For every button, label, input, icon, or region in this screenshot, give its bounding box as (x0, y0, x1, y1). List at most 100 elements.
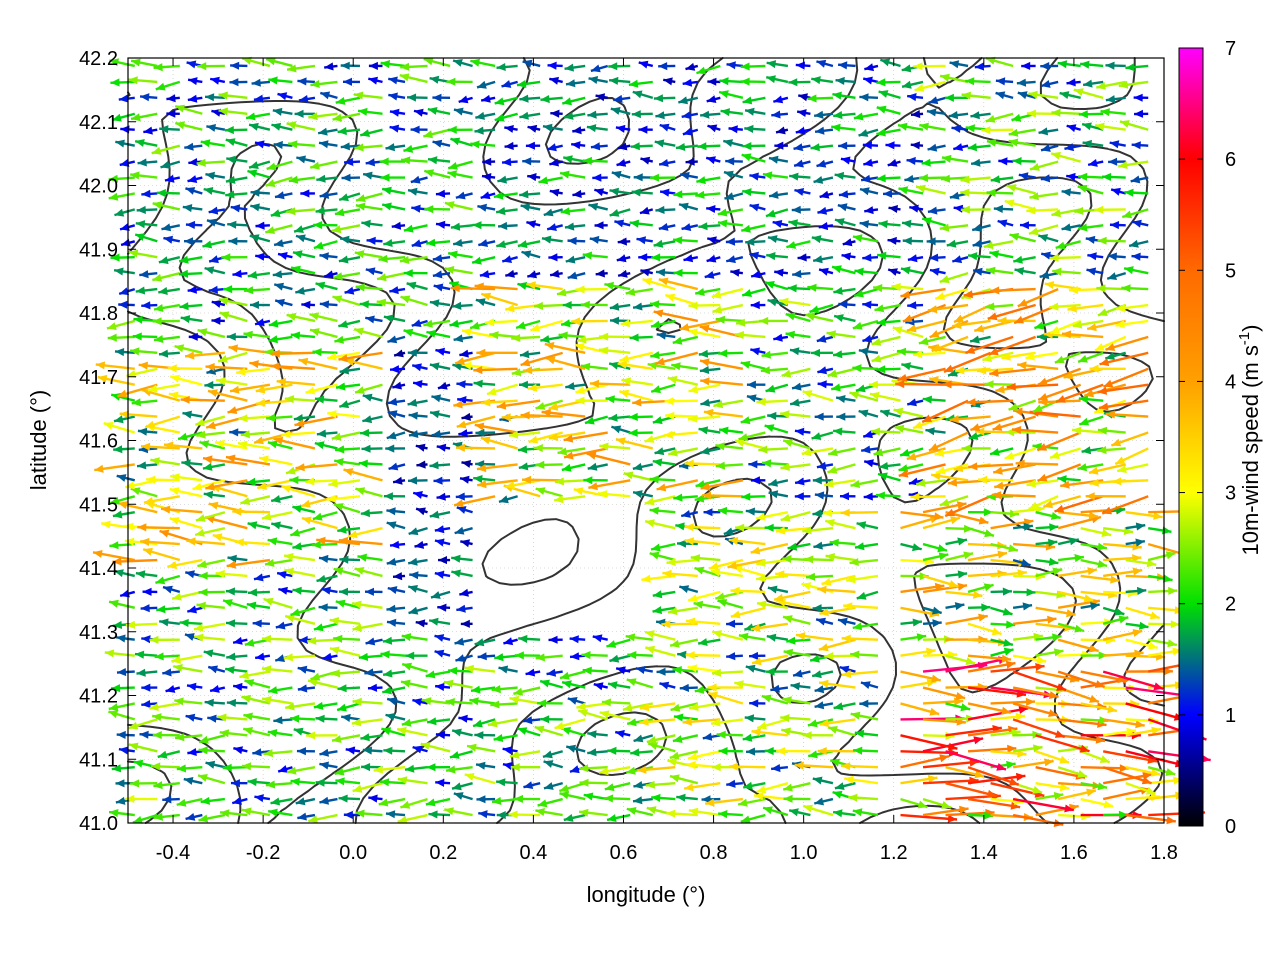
wind-vector-head (1096, 81, 1106, 90)
wind-vector-head (298, 95, 309, 103)
wind-vector-head (443, 679, 454, 688)
wind-vector-head (1165, 551, 1176, 560)
wind-vector-head (1110, 221, 1120, 230)
wind-vector-head (385, 713, 396, 721)
wind-vector-head (579, 808, 589, 817)
wind-vector-head (387, 397, 398, 406)
wind-vector-head (255, 385, 266, 394)
wind-vector-head (789, 808, 799, 817)
wind-vector-head (715, 315, 725, 324)
wind-vector-head (1085, 492, 1095, 501)
wind-vector-head (408, 557, 418, 566)
wind-vector-head (292, 250, 303, 259)
wind-vector-head (1023, 522, 1033, 531)
wind-vector-head (984, 508, 993, 517)
wind-vector-head (257, 482, 267, 490)
wind-vector-head (450, 137, 461, 146)
wind-vector (990, 664, 1045, 673)
wind-vector-head (757, 721, 767, 730)
wind-vector-head (1089, 478, 1099, 487)
wind-vector-head (387, 335, 398, 344)
wind-vector-head (359, 300, 369, 309)
wind-vector-head (158, 256, 169, 265)
wind-vector-head (640, 268, 651, 277)
wind-vector-head (208, 206, 219, 215)
wind-vector-head (185, 813, 196, 821)
wind-vector-head (319, 554, 329, 563)
wind-vector-head (273, 140, 283, 149)
wind-vector-head (632, 90, 643, 99)
wind-vector-head (615, 124, 626, 133)
wind-vector-head (1069, 537, 1079, 546)
wind-vector-head (963, 551, 973, 560)
wind-vector-head (230, 204, 241, 213)
wind-vector-head (953, 464, 964, 473)
wind-vector-head (301, 499, 311, 508)
wind-vector-head (1032, 786, 1043, 794)
wind-vector-head (523, 781, 534, 789)
wind-vector-head (841, 252, 851, 261)
wind-vector-head (919, 122, 929, 131)
wind-vector-head (633, 734, 644, 743)
wind-vector-head (226, 652, 236, 661)
wind-vector-head (548, 402, 559, 411)
wind-vector-head (1005, 660, 1016, 669)
wind-vector-head (1119, 120, 1130, 128)
wind-vector-head (116, 474, 127, 482)
wind-vector-head (469, 697, 479, 706)
wind-vector-head (843, 602, 853, 611)
wind-vector-head (988, 347, 999, 356)
wind-vector-head (1017, 749, 1027, 758)
wind-vector-head (1165, 768, 1176, 776)
wind-vector-head (1099, 402, 1109, 411)
wind-vector-head (278, 765, 288, 773)
wind-vector-head (520, 203, 531, 212)
wind-vector-head (114, 415, 124, 424)
wind-vector-head (252, 748, 262, 757)
wind-vector-head (362, 746, 373, 755)
wind-vector-head (447, 170, 457, 179)
wind-vector-head (910, 492, 920, 501)
wind-vector-head (337, 684, 347, 693)
wind-vector-head (700, 398, 710, 407)
wind-vector-head (334, 503, 344, 511)
wind-vector-head (796, 632, 806, 641)
wind-vector-head (522, 157, 532, 166)
wind-vector-head (900, 266, 911, 275)
wind-vector-head (749, 251, 759, 260)
wind-vector-head (521, 250, 532, 259)
wind-vector-head (141, 301, 151, 310)
wind-vector-head (355, 283, 365, 292)
wind-vector-head (471, 685, 481, 694)
wind-vector-head (290, 608, 301, 617)
wind-vector-head (750, 546, 761, 555)
wind-vector-head (766, 60, 777, 69)
wind-vector-head (400, 62, 410, 71)
wind-vector-head (580, 362, 591, 371)
wind-vector-head (225, 666, 235, 674)
wind-vector-head (685, 62, 696, 71)
wind-vector-head (125, 620, 136, 629)
wind-vector-head (156, 189, 166, 198)
wind-vector-head (594, 188, 605, 197)
wind-vector-head (393, 572, 403, 581)
wind-vector-head (592, 634, 603, 643)
wind-vector (1125, 750, 1185, 767)
wind-vector-head (1066, 172, 1076, 181)
wind-vector-head (355, 487, 366, 495)
wind-vector-head (631, 110, 641, 119)
wind-vector-head (185, 187, 196, 195)
wind-vector-head (901, 362, 911, 371)
wind-vector-head (738, 798, 748, 807)
wind-vector-head (985, 115, 996, 123)
wind-vector-head (804, 555, 814, 564)
wind-vector-head (292, 505, 303, 513)
wind-vector-head (204, 381, 214, 390)
wind-vector-head (792, 382, 802, 391)
wind-vector-head (233, 746, 243, 755)
wind-vector-head (637, 765, 647, 774)
wind-vector-head (756, 558, 766, 567)
wind-vector-head (295, 797, 306, 806)
wind-vector-head (204, 698, 214, 707)
wind-vector (1012, 718, 1066, 739)
